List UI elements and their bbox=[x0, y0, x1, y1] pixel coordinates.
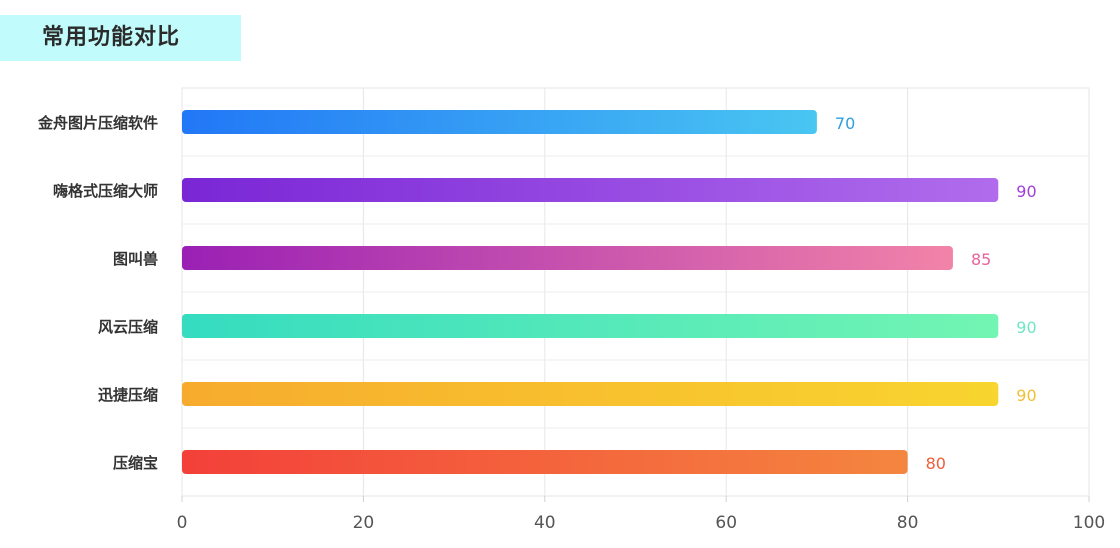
x-tick-label: 0 bbox=[177, 513, 188, 533]
bar bbox=[182, 314, 999, 338]
category-label: 迅捷压缩 bbox=[98, 386, 158, 404]
value-label: 90 bbox=[1016, 386, 1036, 405]
value-label: 80 bbox=[926, 454, 946, 473]
x-tick-label: 20 bbox=[353, 513, 375, 533]
value-label: 85 bbox=[971, 250, 991, 269]
x-tick-label: 80 bbox=[897, 513, 919, 533]
bar bbox=[182, 110, 817, 134]
bar bbox=[182, 178, 999, 202]
x-tick-label: 100 bbox=[1073, 513, 1105, 533]
category-label: 图叫兽 bbox=[113, 250, 158, 268]
bar bbox=[182, 246, 953, 270]
x-tick-label: 60 bbox=[715, 513, 737, 533]
chart-title: 常用功能对比 bbox=[42, 25, 181, 50]
category-label: 压缩宝 bbox=[113, 454, 158, 472]
category-label: 风云压缩 bbox=[98, 318, 158, 336]
chart-title-banner: 常用功能对比 bbox=[0, 15, 241, 61]
bar bbox=[182, 382, 999, 406]
value-label: 90 bbox=[1016, 318, 1036, 337]
category-label: 嗨格式压缩大师 bbox=[53, 182, 158, 200]
value-label: 70 bbox=[835, 114, 855, 133]
x-tick-label: 40 bbox=[534, 513, 556, 533]
bar bbox=[182, 450, 908, 474]
value-label: 90 bbox=[1016, 182, 1036, 201]
category-label: 金舟图片压缩软件 bbox=[37, 114, 158, 132]
